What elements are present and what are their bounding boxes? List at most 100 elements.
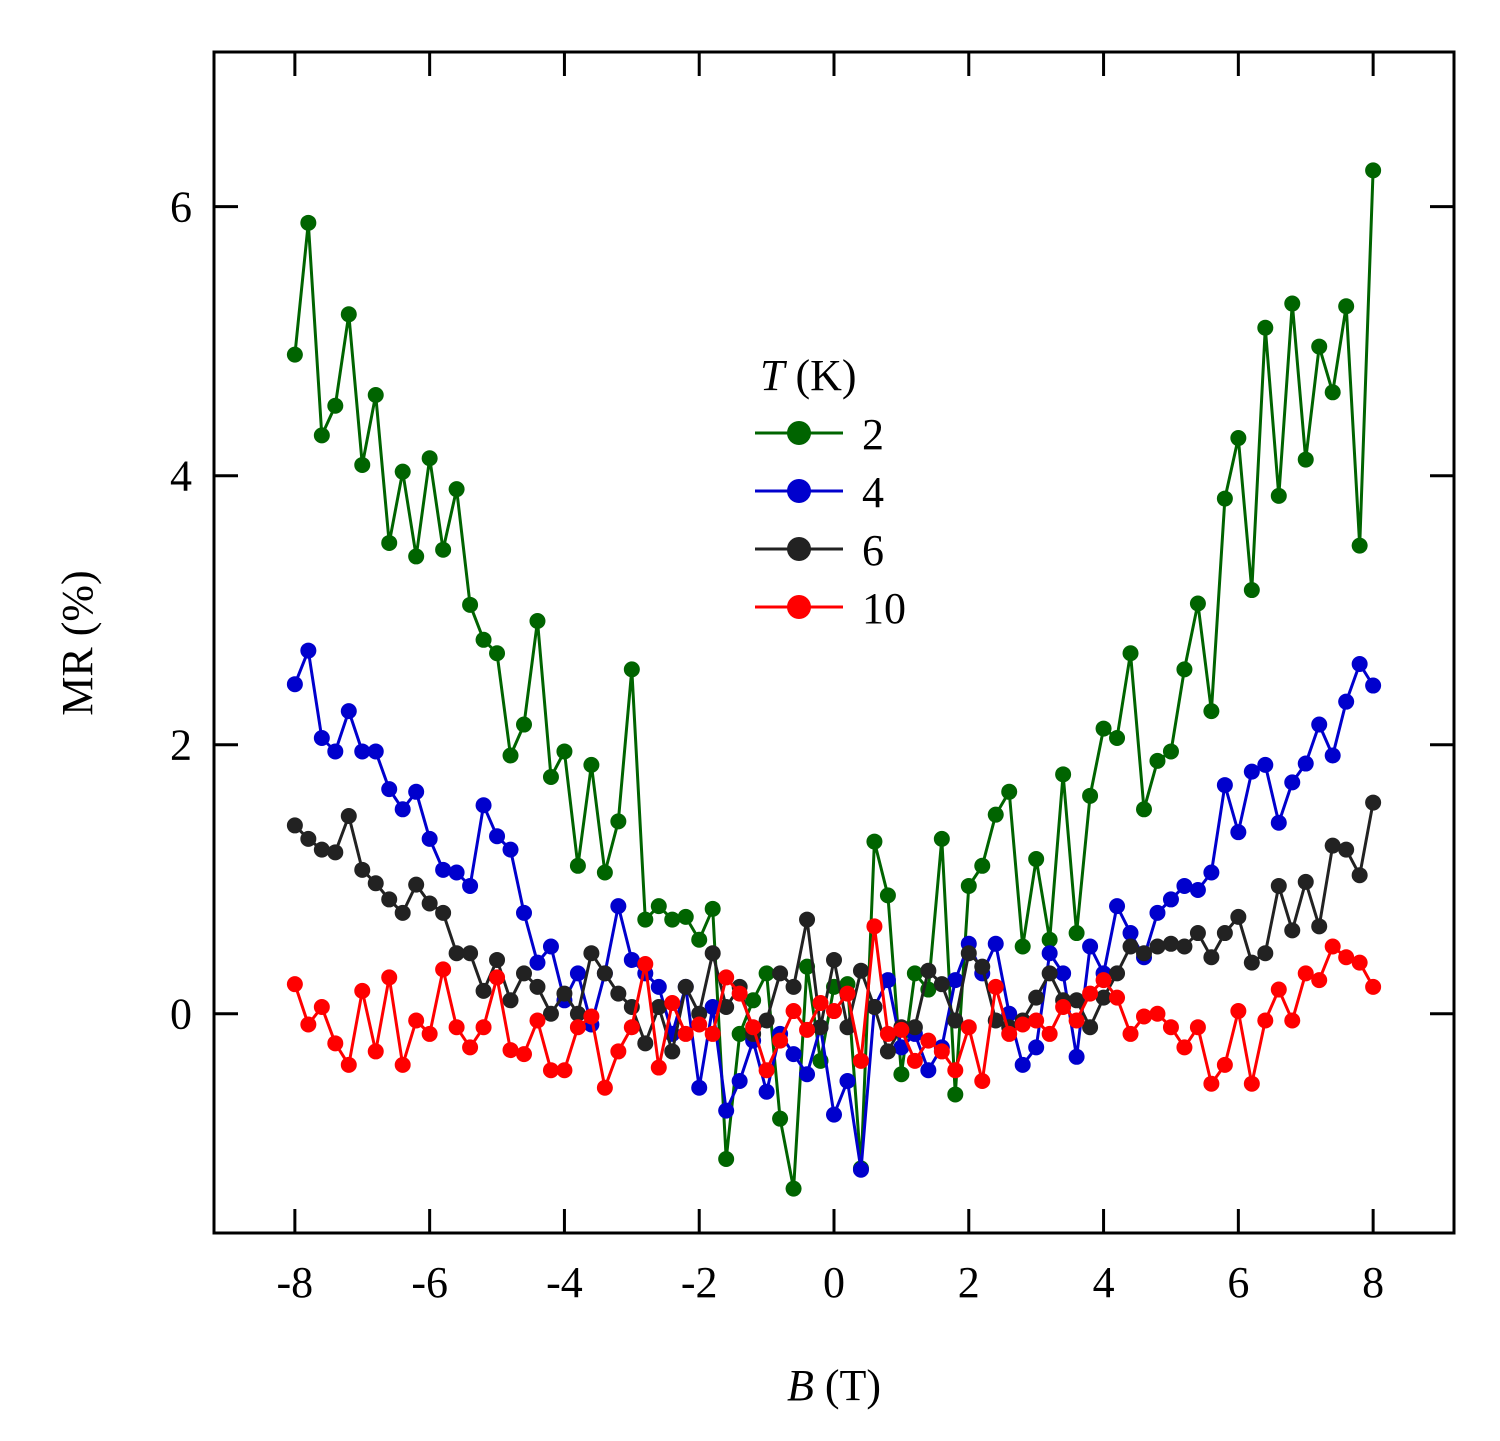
data-point-4 xyxy=(610,898,627,915)
data-point-6 xyxy=(879,1043,896,1060)
data-point-10 xyxy=(313,999,330,1016)
data-point-10 xyxy=(489,969,506,986)
y-tick-label: 6 xyxy=(170,183,192,232)
data-point-4 xyxy=(893,1039,910,1056)
data-point-4 xyxy=(839,1073,856,1090)
data-point-2 xyxy=(866,833,883,850)
data-point-2 xyxy=(448,481,465,498)
data-point-4 xyxy=(367,743,384,760)
data-point-2 xyxy=(381,534,398,551)
data-point-6 xyxy=(677,978,694,995)
legend-label: 10 xyxy=(862,584,906,633)
data-point-4 xyxy=(1014,1056,1031,1073)
data-point-10 xyxy=(758,1062,775,1079)
data-point-4 xyxy=(1162,891,1179,908)
legend-entry-10: 10 xyxy=(755,584,906,633)
legend: T (K) 2 4 6 10 xyxy=(755,351,906,633)
data-point-2 xyxy=(691,931,708,948)
data-point-6 xyxy=(866,999,883,1016)
data-point-10 xyxy=(974,1073,991,1090)
data-point-10 xyxy=(542,1062,559,1079)
data-point-4 xyxy=(758,1083,775,1100)
data-point-2 xyxy=(367,387,384,404)
data-point-10 xyxy=(475,1019,492,1036)
y-axis-label: MR (%) xyxy=(53,570,102,715)
data-point-2 xyxy=(731,1025,748,1042)
data-point-6 xyxy=(502,992,519,1009)
data-point-10 xyxy=(1014,1016,1031,1033)
data-point-4 xyxy=(947,972,964,989)
data-point-6 xyxy=(960,945,977,962)
data-point-10 xyxy=(1109,989,1126,1006)
data-point-10 xyxy=(1082,985,1099,1002)
data-point-6 xyxy=(610,985,627,1002)
data-point-2 xyxy=(327,397,344,414)
data-point-2 xyxy=(704,900,721,917)
data-point-10 xyxy=(893,1021,910,1038)
data-point-4 xyxy=(516,904,532,921)
data-point-6 xyxy=(785,978,802,995)
data-point-4 xyxy=(340,703,357,720)
data-point-10 xyxy=(826,1003,842,1020)
data-point-2 xyxy=(1109,730,1126,747)
data-point-4 xyxy=(1284,774,1301,791)
data-point-6 xyxy=(812,1019,829,1036)
data-point-10 xyxy=(556,1062,573,1079)
series-10 xyxy=(286,918,1382,1096)
data-point-4 xyxy=(1230,824,1247,841)
x-tick-label: 0 xyxy=(823,1258,845,1307)
data-point-10 xyxy=(812,994,829,1011)
data-point-6 xyxy=(1270,877,1287,894)
data-point-6 xyxy=(556,985,573,1002)
data-point-2 xyxy=(987,806,1004,823)
data-point-2 xyxy=(286,346,303,363)
data-point-2 xyxy=(475,631,492,648)
data-point-10 xyxy=(354,982,371,999)
data-point-4 xyxy=(435,861,452,878)
data-point-10 xyxy=(408,1012,425,1029)
data-point-6 xyxy=(1230,908,1247,925)
ticks-layer xyxy=(214,52,1454,1233)
data-point-2 xyxy=(1257,319,1274,336)
data-point-10 xyxy=(1068,1012,1085,1029)
data-point-10 xyxy=(1162,1019,1179,1036)
series-line-2 xyxy=(293,170,1375,1191)
data-point-10 xyxy=(637,955,654,972)
data-point-2 xyxy=(1216,490,1233,507)
data-point-10 xyxy=(1216,1056,1233,1073)
data-point-6 xyxy=(462,945,479,962)
data-point-2 xyxy=(1041,931,1058,948)
data-point-6 xyxy=(839,1019,856,1036)
data-point-2 xyxy=(906,965,923,982)
legend-entry-6: 6 xyxy=(755,526,884,575)
data-point-10 xyxy=(1338,949,1355,966)
data-point-2 xyxy=(960,877,977,894)
data-point-6 xyxy=(772,965,789,982)
series-4 xyxy=(286,642,1382,1178)
data-point-10 xyxy=(799,1021,816,1038)
data-point-6 xyxy=(1028,989,1045,1006)
data-point-10 xyxy=(1284,1012,1301,1029)
x-tick-label: -6 xyxy=(411,1258,448,1307)
x-axis-label: B (T) xyxy=(787,1361,881,1410)
data-point-4 xyxy=(1068,1048,1085,1065)
data-point-2 xyxy=(313,427,330,444)
data-point-6 xyxy=(974,958,991,975)
data-point-2 xyxy=(637,911,654,928)
legend-entry-2: 2 xyxy=(755,410,884,459)
data-point-2 xyxy=(1014,938,1031,955)
data-point-2 xyxy=(596,864,613,881)
data-point-6 xyxy=(394,904,411,921)
data-point-4 xyxy=(489,828,506,845)
data-point-2 xyxy=(879,887,896,904)
data-point-10 xyxy=(866,918,883,935)
data-point-6 xyxy=(313,841,330,858)
data-point-10 xyxy=(933,1043,950,1060)
data-point-10 xyxy=(1189,1019,1206,1036)
data-point-2 xyxy=(1230,430,1247,447)
data-point-10 xyxy=(502,1042,519,1059)
data-point-10 xyxy=(879,1025,896,1042)
data-point-6 xyxy=(1284,922,1301,939)
legend-entry-4: 4 xyxy=(755,468,884,517)
data-point-10 xyxy=(1041,1025,1058,1042)
